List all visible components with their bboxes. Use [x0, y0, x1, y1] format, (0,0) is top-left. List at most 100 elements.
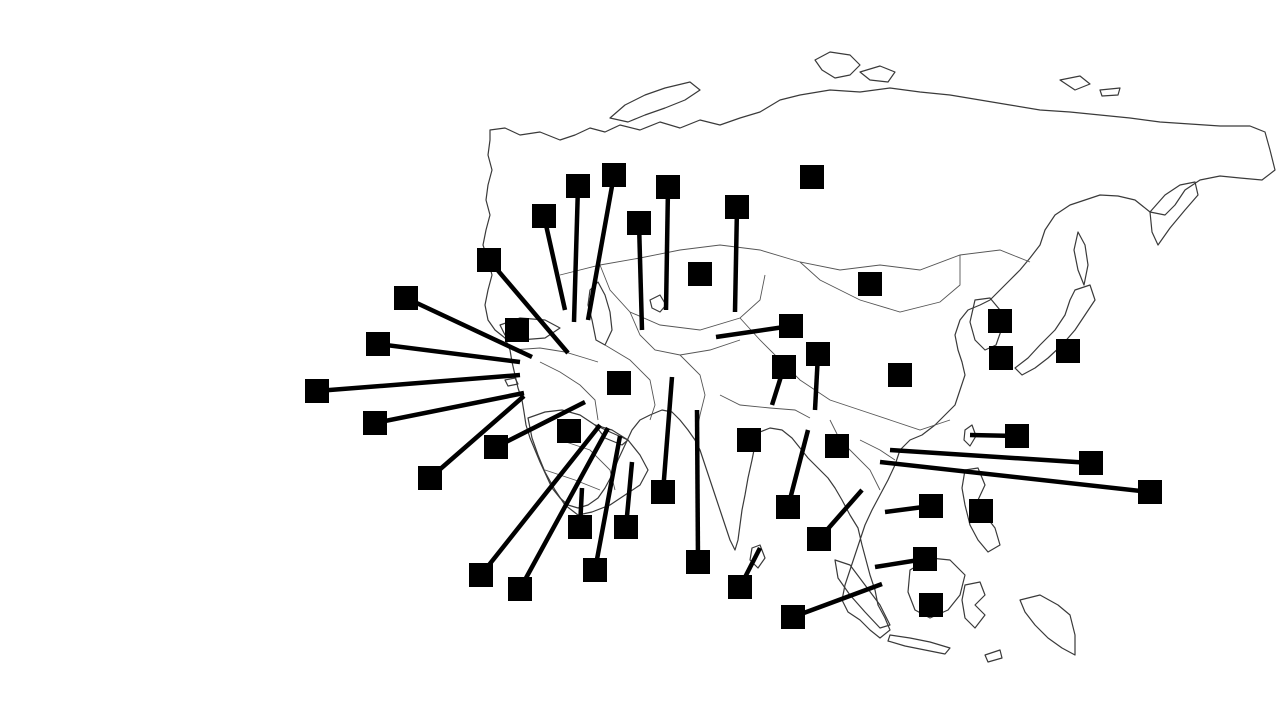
severnaya-zemlya-outline — [814, 51, 861, 79]
label-box-28[interactable] — [1005, 424, 1029, 448]
japan-outline — [1014, 284, 1096, 376]
label-box-26[interactable] — [737, 428, 761, 452]
label-box-34[interactable] — [919, 494, 943, 518]
sumatra-outline — [834, 559, 891, 629]
leader-line-3 — [585, 174, 617, 321]
label-box-9[interactable] — [688, 262, 712, 286]
label-box-27[interactable] — [825, 434, 849, 458]
label-box-11[interactable] — [394, 286, 418, 310]
arabian-peninsula-outline — [527, 409, 649, 516]
china-border — [739, 317, 951, 431]
label-boxes — [305, 163, 1162, 629]
leader-line-14 — [377, 341, 521, 365]
timor-outline — [984, 649, 1003, 663]
label-box-39[interactable] — [469, 563, 493, 587]
label-box-21[interactable] — [305, 379, 329, 403]
java-outline — [887, 634, 951, 655]
label-box-23[interactable] — [363, 411, 387, 435]
leader-line-11 — [405, 295, 533, 360]
label-box-17[interactable] — [988, 309, 1012, 333]
label-box-5[interactable] — [532, 204, 556, 228]
iran-afghanistan-border — [604, 344, 656, 421]
leader-line-41 — [592, 435, 623, 571]
label-box-15[interactable] — [806, 342, 830, 366]
label-box-18[interactable] — [989, 346, 1013, 370]
label-box-40[interactable] — [508, 577, 532, 601]
central-asia-borders — [629, 311, 741, 356]
leader-line-32 — [660, 376, 675, 493]
leader-line-6 — [636, 222, 645, 331]
label-box-29[interactable] — [1079, 451, 1103, 475]
label-box-38[interactable] — [807, 527, 831, 551]
sri-lanka-outline — [749, 544, 766, 569]
sulawesi-outline — [961, 581, 986, 629]
pakistan-india-border — [679, 354, 706, 441]
mongolia-border — [799, 255, 961, 313]
label-box-22[interactable] — [607, 371, 631, 395]
label-box-37[interactable] — [614, 515, 638, 539]
leader-line-13 — [715, 323, 792, 340]
arctic-island-outline — [859, 65, 896, 83]
label-box-24[interactable] — [557, 419, 581, 443]
label-box-42[interactable] — [686, 550, 710, 574]
taiwan-outline — [963, 424, 977, 447]
label-box-7[interactable] — [725, 195, 749, 219]
leader-lines — [316, 174, 1151, 620]
leader-line-30 — [428, 394, 526, 480]
label-box-45[interactable] — [919, 593, 943, 617]
label-box-46[interactable] — [781, 605, 805, 629]
leader-line-4 — [663, 186, 671, 311]
label-box-19[interactable] — [1056, 339, 1080, 363]
asia-mainland-outline — [482, 87, 1276, 639]
leader-line-29 — [889, 447, 1092, 466]
label-box-25[interactable] — [484, 435, 508, 459]
label-box-41[interactable] — [583, 558, 607, 582]
sakhalin-outline — [1073, 231, 1089, 286]
label-box-36[interactable] — [568, 515, 592, 539]
novaya-zemlya-outline — [609, 81, 701, 123]
leader-line-31 — [879, 459, 1151, 495]
label-box-33[interactable] — [776, 495, 800, 519]
label-box-35[interactable] — [969, 499, 993, 523]
label-box-32[interactable] — [651, 480, 675, 504]
leader-line-40 — [518, 426, 610, 591]
cyprus-outline — [504, 377, 519, 387]
philippines-outline — [961, 467, 1001, 553]
aral-sea-outline — [649, 294, 667, 313]
new-guinea-outline — [1019, 594, 1076, 656]
kamchatka-outline — [1149, 181, 1199, 246]
russia-southern-border — [559, 244, 1031, 276]
label-box-2[interactable] — [566, 174, 590, 198]
label-box-44[interactable] — [728, 575, 752, 599]
leader-line-8 — [487, 258, 570, 355]
leader-line-21 — [316, 372, 521, 394]
leader-line-23 — [374, 390, 525, 426]
label-box-31[interactable] — [1138, 480, 1162, 504]
label-box-16[interactable] — [772, 355, 796, 379]
label-box-12[interactable] — [505, 318, 529, 342]
leader-line-7 — [732, 206, 740, 313]
label-box-6[interactable] — [627, 211, 651, 235]
leader-line-33 — [785, 429, 811, 508]
leader-line-2 — [571, 185, 581, 323]
leader-line-42 — [694, 409, 701, 563]
india-border — [719, 394, 811, 419]
label-box-14[interactable] — [366, 332, 390, 356]
label-box-10[interactable] — [858, 272, 882, 296]
label-box-30[interactable] — [418, 466, 442, 490]
leader-line-5 — [541, 215, 568, 311]
label-box-1[interactable] — [800, 165, 824, 189]
leader-line-25 — [494, 399, 587, 450]
label-box-20[interactable] — [888, 363, 912, 387]
label-box-43[interactable] — [913, 547, 937, 571]
iraq-syria-border — [539, 361, 599, 421]
label-box-8[interactable] — [477, 248, 501, 272]
label-box-13[interactable] — [779, 314, 803, 338]
southeast-asia-borders — [829, 419, 896, 491]
label-box-4[interactable] — [656, 175, 680, 199]
kazakhstan-border — [599, 264, 766, 331]
arctic-island-outline-2 — [1099, 87, 1121, 97]
label-box-3[interactable] — [602, 163, 626, 187]
